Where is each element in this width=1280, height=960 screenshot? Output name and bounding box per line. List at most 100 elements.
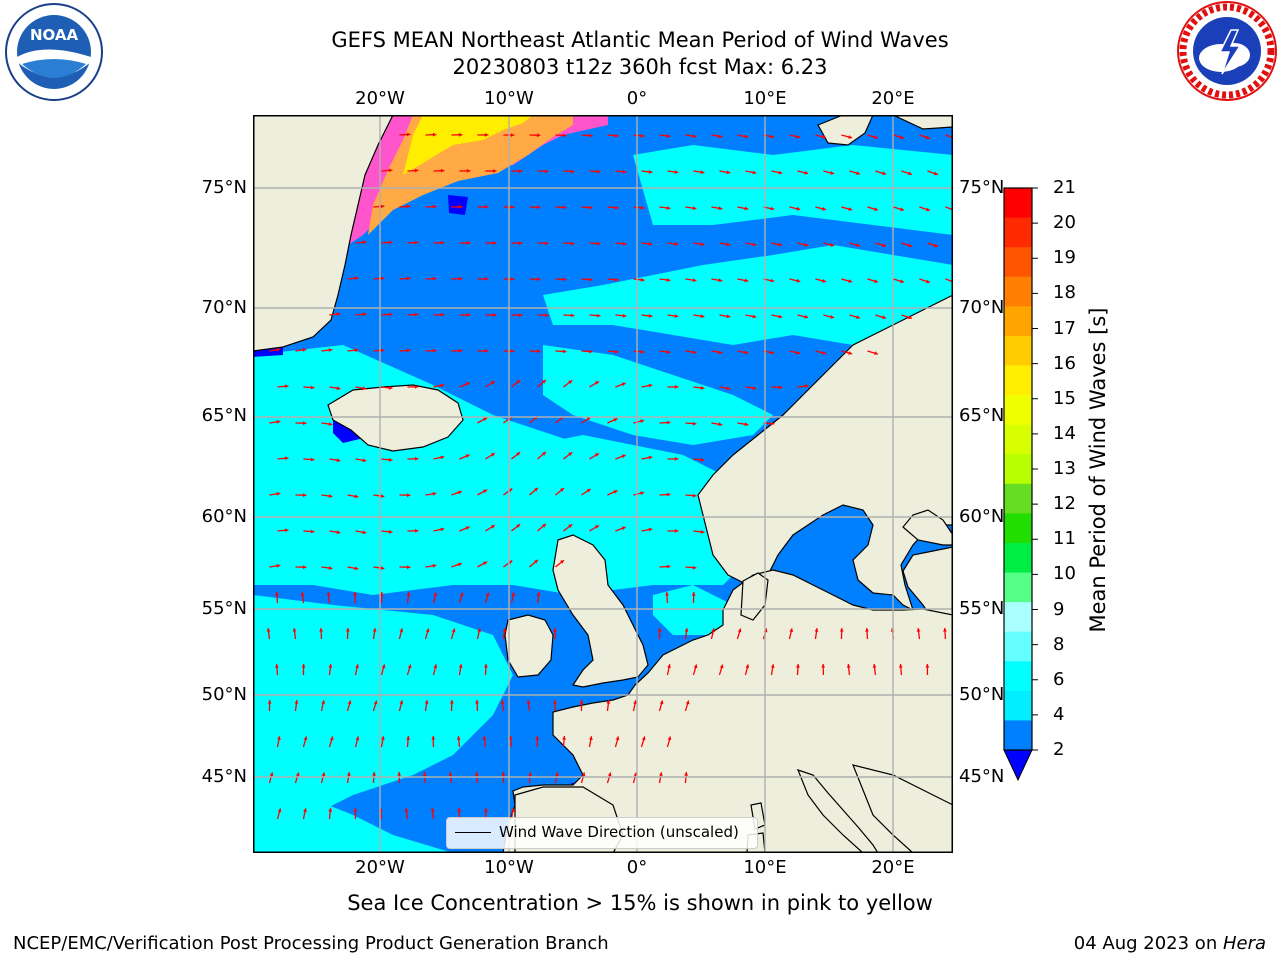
wave-direction-arrowhead — [542, 451, 546, 456]
wave-direction-arrowhead — [475, 700, 479, 704]
chart-title: GEFS MEAN Northeast Atlantic Mean Period… — [331, 28, 949, 52]
wave-direction-arrowhead — [276, 564, 281, 568]
wave-direction-arrowhead — [744, 422, 749, 427]
wave-direction-arrowhead — [433, 664, 438, 669]
wave-direction-arrowhead — [492, 169, 497, 173]
wave-direction-arrowhead — [804, 242, 809, 247]
wave-direction-arrowhead — [562, 205, 567, 210]
wave-direction-arrowhead — [326, 592, 331, 596]
colorbar-segment — [1004, 542, 1032, 574]
wave-direction-arrowhead — [908, 315, 912, 320]
wave-direction-arrowhead — [362, 386, 367, 391]
wave-direction-arrowhead — [406, 348, 411, 353]
wave-direction-arrowhead — [640, 277, 645, 282]
wave-direction-arrowhead — [770, 350, 775, 355]
wave-direction-arrowhead — [589, 736, 593, 740]
wave-direction-arrowhead — [640, 419, 645, 424]
wave-direction-arrowhead — [648, 383, 653, 388]
lat-label-right-60n: 60°N — [959, 506, 1005, 527]
wave-direction-arrowhead — [648, 527, 653, 532]
wave-direction-arrowhead — [414, 384, 419, 389]
wave-direction-arrowhead — [846, 664, 851, 668]
wave-direction-arrowhead — [354, 276, 359, 281]
wave-direction-arrowhead — [269, 772, 274, 777]
colorbar-tick-label: 19 — [1053, 247, 1076, 269]
wave-direction-arrowhead — [796, 664, 800, 668]
wave-direction-arrowhead — [648, 242, 653, 246]
caption: Sea Ice Concentration > 15% is shown in … — [347, 891, 933, 915]
colorbar-tick-label: 2 — [1053, 739, 1065, 760]
wave-direction-arrowhead — [770, 134, 775, 139]
wave-direction-arrowhead — [266, 628, 271, 632]
wave-direction-arrowhead — [508, 736, 513, 740]
wave-direction-arrowhead — [648, 455, 653, 460]
wave-direction-arrowhead — [648, 170, 653, 174]
wave-direction-arrowhead — [465, 382, 470, 386]
wave-direction-arrowhead — [621, 454, 626, 459]
wave-direction-arrowhead — [457, 808, 462, 812]
wave-direction-arrowhead — [303, 808, 307, 813]
colorbar-segment — [1004, 365, 1032, 396]
wave-direction-arrowhead — [711, 628, 716, 633]
lat-label-left-75n: 75°N — [201, 177, 247, 198]
wave-direction-arrowhead — [432, 492, 437, 496]
wave-direction-arrowhead — [302, 565, 307, 570]
wave-direction-arrowhead — [542, 523, 546, 528]
wave-direction-arrowhead — [458, 348, 463, 353]
wave-direction-arrowhead — [277, 736, 281, 740]
wave-direction-arrowhead — [448, 772, 453, 776]
wave-direction-arrowhead — [407, 664, 412, 669]
wave-direction-arrowhead — [745, 664, 750, 669]
wave-direction-arrowhead — [822, 351, 827, 355]
wave-direction-arrowhead — [485, 592, 490, 597]
wave-direction-arrowhead — [752, 386, 757, 390]
wave-direction-arrowhead — [553, 628, 557, 632]
lat-label-right-75n: 75°N — [959, 177, 1005, 198]
wave-direction-arrowhead — [459, 592, 464, 597]
wave-direction-arrowhead — [355, 664, 359, 669]
wave-direction-arrowhead — [536, 349, 541, 354]
wave-direction-arrowhead — [388, 240, 393, 245]
wave-direction-arrowhead — [510, 277, 515, 281]
wave-direction-arrowhead — [726, 242, 731, 247]
wave-direction-arrowhead — [568, 380, 573, 384]
colorbar-tick-label: 6 — [1053, 668, 1065, 690]
wave-direction-arrowhead — [700, 170, 705, 175]
wave-direction-arrowhead — [321, 700, 325, 705]
wave-direction-arrowhead — [607, 772, 612, 777]
colorbar-segment — [1004, 483, 1032, 514]
wave-direction-arrowhead — [544, 169, 549, 174]
svg-text:NOAA: NOAA — [30, 26, 79, 44]
wave-direction-arrowhead — [570, 241, 575, 246]
wave-direction-arrowhead — [674, 385, 679, 389]
map-frame — [253, 115, 953, 853]
wave-direction-arrowhead — [622, 169, 627, 174]
wave-direction-arrowhead — [355, 736, 360, 741]
wave-direction-arrowhead — [700, 386, 705, 390]
wave-direction-arrowhead — [380, 204, 385, 209]
wave-direction-arrowhead — [874, 351, 878, 355]
wave-direction-arrowhead — [510, 205, 515, 209]
lat-label-right-55n: 55°N — [959, 598, 1005, 619]
wave-direction-arrowhead — [388, 168, 393, 173]
wave-direction-arrowhead — [406, 565, 411, 570]
wave-direction-arrowhead — [347, 700, 352, 705]
wave-direction-arrowhead — [328, 566, 333, 570]
wave-direction-arrowhead — [380, 494, 385, 498]
wave-direction-arrowhead — [674, 529, 679, 533]
wave-direction-arrow — [945, 206, 953, 211]
wave-direction-arrowhead — [336, 386, 341, 391]
wave-direction-arrowhead — [657, 628, 662, 632]
wave-direction-arrowhead — [458, 664, 463, 668]
wave-direction-arrowhead — [526, 700, 531, 704]
wave-direction-arrowhead — [562, 133, 567, 138]
wave-direction-arrowhead — [310, 385, 315, 390]
wave-direction-arrowhead — [511, 592, 515, 597]
footer-date: 04 Aug 2023 on — [1073, 933, 1223, 954]
wave-direction-arrowhead — [666, 350, 671, 354]
wave-direction-arrowhead — [778, 170, 783, 175]
wave-direction-arrowhead — [666, 420, 671, 425]
wave-direction-arrowhead — [744, 206, 749, 211]
wave-direction-arrowhead — [744, 134, 749, 139]
wave-direction-arrowhead — [633, 700, 637, 705]
